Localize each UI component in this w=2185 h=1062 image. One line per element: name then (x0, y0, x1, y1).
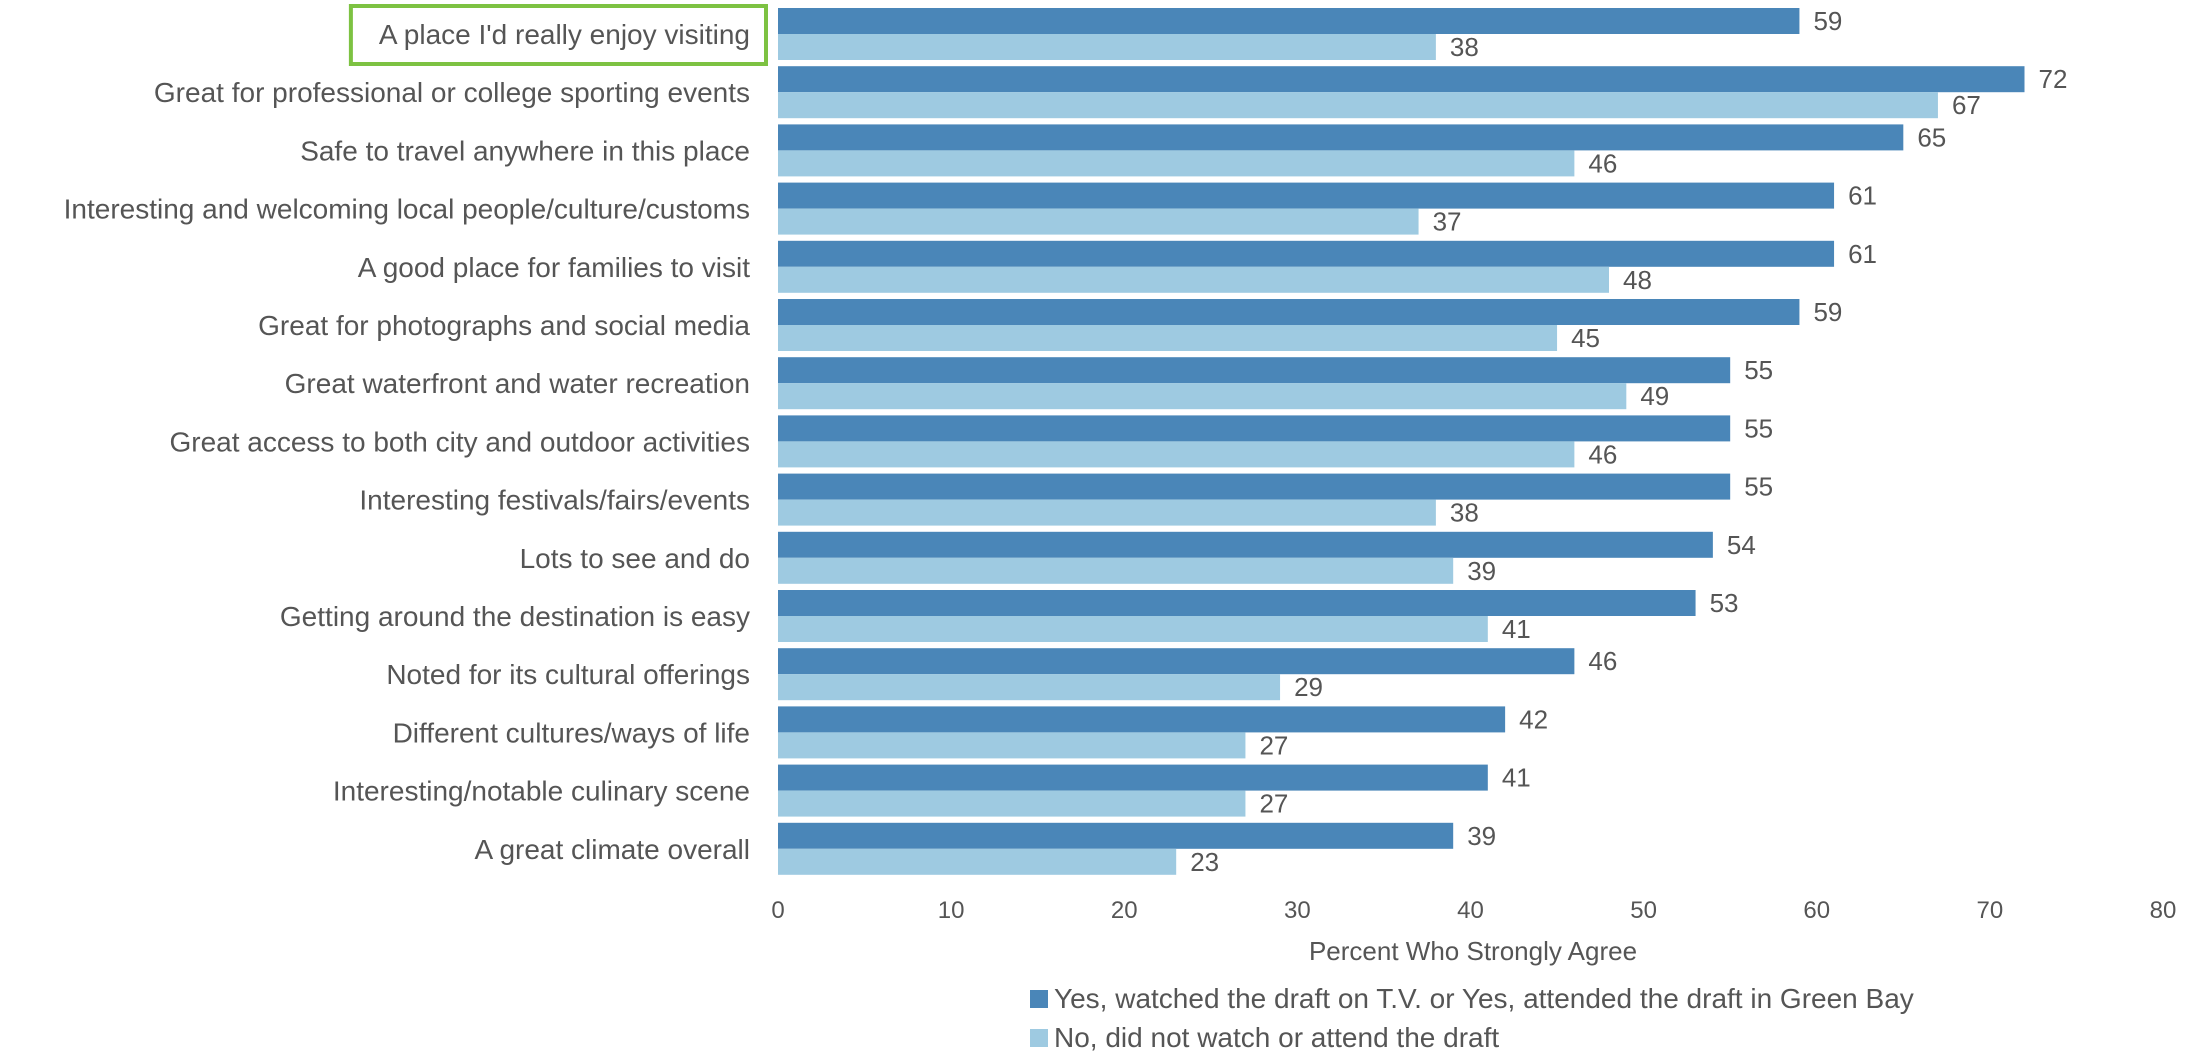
category-label: A great climate overall (475, 834, 750, 865)
data-label-watched: 39 (1467, 821, 1496, 851)
data-label-watched: 59 (1813, 6, 1842, 36)
data-label-watched: 72 (2039, 64, 2068, 94)
bar-watched (778, 473, 1731, 500)
bar-not-watched (778, 208, 1419, 235)
category-label: A place I'd really enjoy visiting (379, 19, 750, 50)
category-label: A good place for families to visit (358, 252, 750, 283)
data-label-watched: 55 (1744, 472, 1773, 502)
category-label: Noted for its cultural offerings (386, 659, 750, 690)
bar-not-watched (778, 150, 1575, 177)
data-label-not-watched: 29 (1294, 672, 1323, 702)
data-label-watched: 41 (1502, 763, 1531, 793)
data-label-watched: 65 (1917, 122, 1946, 152)
bar-not-watched (778, 266, 1609, 293)
legend: Yes, watched the draft on T.V. or Yes, a… (1030, 983, 1914, 1053)
x-axis-ticks: 0 10 20 30 40 50 60 70 80 (771, 897, 2176, 924)
data-label-watched: 61 (1848, 181, 1877, 211)
category-label: Great for professional or college sporti… (154, 77, 750, 108)
bar-watched (778, 764, 1488, 791)
bar-not-watched (778, 557, 1454, 584)
bar-not-watched (778, 732, 1246, 759)
category-label: Getting around the destination is easy (280, 601, 750, 632)
data-label-watched: 42 (1519, 704, 1548, 734)
data-label-not-watched: 37 (1433, 207, 1462, 237)
x-tick-label: 0 (771, 897, 784, 924)
data-label-watched: 46 (1588, 646, 1617, 676)
data-label-not-watched: 67 (1952, 90, 1981, 120)
category-label: Interesting and welcoming local people/c… (64, 194, 750, 225)
x-tick-label: 70 (1977, 897, 2004, 924)
x-tick-label: 20 (1111, 897, 1138, 924)
data-label-watched: 59 (1813, 297, 1842, 327)
data-label-not-watched: 27 (1259, 789, 1288, 819)
data-label-not-watched: 38 (1450, 498, 1479, 528)
data-label-not-watched: 46 (1588, 439, 1617, 469)
x-tick-label: 30 (1284, 897, 1311, 924)
category-labels-layer: A place I'd really enjoy visiting Great f… (64, 4, 768, 865)
x-tick-label: 10 (938, 897, 965, 924)
data-label-not-watched: 39 (1467, 556, 1496, 586)
bar-watched (778, 124, 1904, 151)
x-axis-title: Percent Who Strongly Agree (1309, 936, 1637, 966)
data-label-watched: 55 (1744, 413, 1773, 443)
category-label: Great for photographs and social media (258, 310, 750, 341)
bar-not-watched (778, 325, 1558, 351)
bar-not-watched (778, 674, 1281, 701)
x-tick-label: 60 (1803, 897, 1830, 924)
data-label-not-watched: 48 (1623, 265, 1652, 295)
bar-watched (778, 66, 2025, 93)
bar-not-watched (778, 848, 1177, 875)
bar-watched (778, 531, 1713, 558)
legend-label: No, did not watch or attend the draft (1054, 1022, 1499, 1053)
data-label-not-watched: 27 (1259, 730, 1288, 760)
x-tick-label: 50 (1630, 897, 1657, 924)
x-tick-label: 40 (1457, 897, 1484, 924)
bar-not-watched (778, 441, 1575, 468)
category-label: Interesting/notable culinary scene (333, 776, 750, 807)
category-label: Safe to travel anywhere in this place (300, 135, 750, 166)
bar-watched (778, 299, 1800, 325)
category-label: Lots to see and do (520, 543, 750, 574)
bar-not-watched (778, 34, 1436, 60)
highlight-box (348, 4, 768, 66)
category-label: Great waterfront and water recreation (285, 368, 750, 399)
data-label-watched: 61 (1848, 239, 1877, 269)
data-label-not-watched: 49 (1640, 381, 1669, 411)
data-label-watched: 54 (1727, 530, 1756, 560)
bar-watched (778, 415, 1731, 442)
legend-swatch (1030, 990, 1048, 1008)
data-label-not-watched: 45 (1571, 323, 1600, 353)
bar-watched (778, 240, 1835, 267)
bar-watched (778, 8, 1800, 34)
data-label-not-watched: 38 (1450, 32, 1479, 62)
category-label: Different cultures/ways of life (393, 717, 750, 748)
bar-watched (778, 590, 1696, 616)
data-label-watched: 55 (1744, 355, 1773, 385)
bar-watched (778, 182, 1835, 209)
bar-not-watched (778, 499, 1436, 526)
x-tick-label: 80 (2150, 897, 2177, 924)
category-label: Interesting festivals/fairs/events (359, 485, 750, 516)
bar-watched (778, 822, 1454, 849)
legend-swatch (1030, 1029, 1048, 1047)
data-label-not-watched: 23 (1190, 847, 1219, 877)
bar-watched (778, 357, 1731, 384)
bar-watched (778, 648, 1575, 675)
bar-not-watched (778, 383, 1627, 410)
data-label-watched: 53 (1710, 588, 1739, 618)
category-label: Great access to both city and outdoor ac… (169, 426, 750, 457)
data-label-not-watched: 46 (1588, 148, 1617, 178)
legend-label: Yes, watched the draft on T.V. or Yes, a… (1054, 983, 1914, 1014)
data-label-not-watched: 41 (1502, 614, 1531, 644)
bar-not-watched (778, 92, 1938, 119)
bar-not-watched (778, 616, 1488, 642)
bar-watched (778, 706, 1506, 733)
bar-not-watched (778, 790, 1246, 817)
